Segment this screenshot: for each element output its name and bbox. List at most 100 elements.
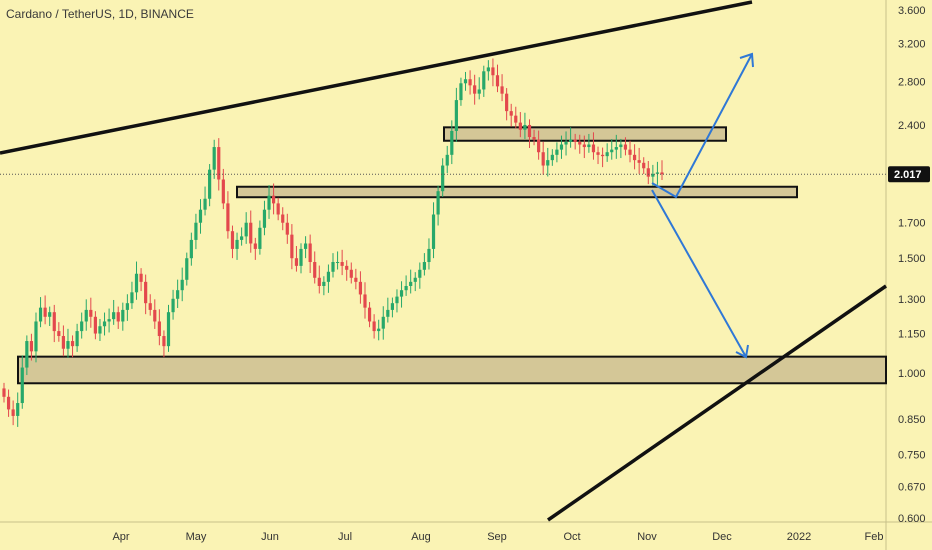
candle-body [235,239,239,249]
candle-body [212,147,216,170]
candle-body [422,262,426,270]
candle-body [482,71,486,90]
candle-body [144,281,148,304]
candle-body [427,248,431,263]
candle-body [116,312,120,322]
candle-body [404,285,408,291]
candle-body [203,198,207,210]
y-tick-label: 1.300 [898,294,926,306]
candle-body [642,162,646,169]
candle-body [564,141,568,145]
candle-body [34,321,38,352]
candle-body [326,271,331,282]
candle-body [322,281,326,286]
candle-body [628,149,632,155]
x-tick-label: Jun [261,531,279,543]
candle-body [11,409,15,416]
candle-body [162,336,166,347]
candle-body [463,79,468,84]
candle-body [70,341,75,347]
y-tick-label: 1.150 [898,329,926,341]
y-tick-label: 1.700 [898,218,926,230]
candle-body [107,319,111,322]
candle-body [349,269,353,278]
candle-body [340,262,344,266]
candle-body [441,165,445,192]
x-tick-label: Feb [865,531,884,543]
candle-body [345,265,349,270]
y-tick-label: 0.670 [898,482,926,494]
candle-body [244,222,248,237]
candle-body [651,173,655,177]
y-tick-label: 2.400 [898,120,926,132]
candle-body [367,307,372,322]
candle-body [148,303,152,310]
candle-body [185,258,189,280]
candle-body [473,85,477,94]
candle-body [249,222,253,244]
candle-body [153,309,157,322]
candle-body [436,191,440,215]
candle-body [57,331,61,337]
candle-body [38,307,43,322]
candle-body [294,258,299,266]
y-tick-label: 0.850 [898,414,926,426]
lower-trendline [547,284,887,522]
candle-body [569,139,573,142]
candle-body [299,248,303,266]
candle-body [495,75,500,87]
projection-arrow-down [651,189,747,358]
candle-body [578,141,582,145]
candle-body [198,209,203,223]
upper-trendline [0,0,753,155]
projection-arrow-up-head [739,52,754,68]
x-tick-label: Jul [338,531,352,543]
candle-body [240,236,244,240]
x-tick-label: Nov [637,531,657,543]
candle-body [102,321,107,327]
projection-arrow-down-head [735,344,749,359]
candle-body [454,100,458,131]
candle-body [281,214,285,223]
candle-body [6,396,11,410]
candle-body [354,277,358,282]
candle-body [335,262,340,264]
candle-body [527,124,532,138]
candle-body [20,367,24,404]
y-tick-label: 1.000 [898,368,926,380]
y-tick-label: 0.750 [898,450,926,462]
candle-body [43,307,47,317]
candle-body [189,239,193,259]
last-price-tag [888,166,930,183]
candle-body [317,277,321,286]
candle-body [386,309,390,317]
candle-body [61,336,66,349]
x-tick-label: Apr [112,531,129,543]
candle-body [477,89,481,94]
candle-body [637,160,641,163]
candle-body [176,290,180,299]
candle-body [313,262,317,278]
candle-body [514,115,518,123]
x-tick-label: 2022 [787,531,811,543]
candle-body [596,152,600,155]
candle-body [582,144,586,148]
candle-body [125,303,129,310]
candle-body [80,321,84,332]
candle-body [276,203,280,215]
candle-body [221,179,225,204]
candle-body [139,273,143,282]
candle-body [537,139,541,153]
candle-body [573,139,577,142]
candle-body [381,316,385,329]
y-tick-label: 1.500 [898,253,926,265]
candle-body [166,312,171,347]
candle-body [271,195,276,204]
candle-body [2,388,6,397]
candle-body [29,341,34,352]
candle-body [194,222,198,240]
projection-arrow-up [651,53,753,199]
candle-body [518,122,522,130]
